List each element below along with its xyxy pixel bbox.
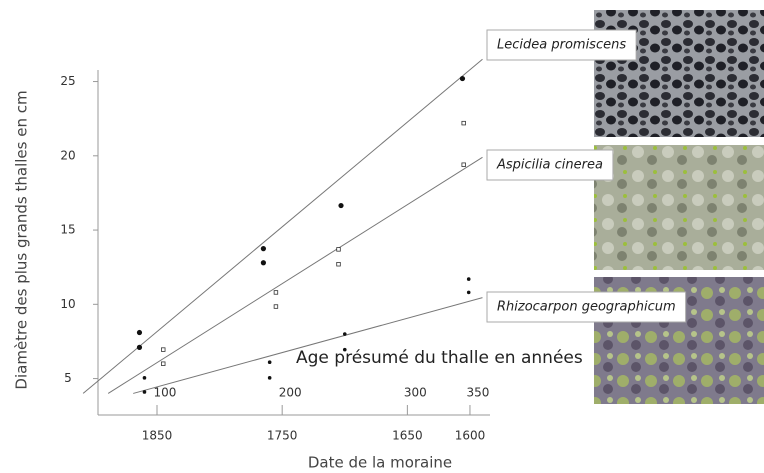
y-axis-title: Diamètre des plus grands thalles en cm — [13, 90, 31, 389]
point — [337, 262, 341, 266]
fit-line — [83, 59, 482, 393]
y-tick-label: 20 — [60, 148, 75, 162]
point — [143, 376, 147, 380]
point — [337, 248, 341, 252]
x-tick-label: 1750 — [267, 429, 298, 443]
x-tick-label: 1850 — [142, 429, 173, 443]
annotation: Age présumé du thalle en années — [296, 348, 583, 368]
chart: Date de la moraine Diamètre des plus gra… — [0, 0, 764, 473]
point — [261, 260, 266, 265]
point — [268, 360, 272, 364]
point — [460, 76, 465, 81]
point — [343, 332, 347, 336]
legend-label: Rhizocarpon geographicum — [497, 300, 676, 315]
photo — [594, 145, 764, 270]
legend-item: Aspicilia cinerea — [487, 150, 613, 180]
point — [462, 121, 466, 125]
fit-line — [133, 298, 482, 394]
point — [467, 277, 471, 281]
legend-label: Lecidea promiscens — [497, 38, 626, 53]
point — [274, 305, 278, 309]
point — [161, 362, 165, 366]
point — [274, 291, 278, 295]
x-tick-label: 1650 — [392, 429, 423, 443]
y-tick-label: 25 — [60, 74, 75, 88]
legend-item: Rhizocarpon geographicum — [487, 292, 686, 322]
point — [137, 330, 142, 335]
point — [261, 246, 266, 251]
x-tick-label: 1600 — [455, 429, 486, 443]
point — [161, 348, 165, 352]
point — [268, 376, 272, 380]
legend-label: Aspicilia cinerea — [496, 158, 603, 173]
photo — [594, 10, 764, 137]
point — [137, 345, 142, 350]
point — [467, 291, 471, 295]
legend-item: Lecidea promiscens — [487, 30, 636, 60]
x2-tick-label: 200 — [279, 386, 302, 400]
point — [462, 163, 466, 167]
y-tick-label: 15 — [60, 223, 75, 237]
point — [143, 390, 147, 394]
x2-tick-label: 300 — [404, 386, 427, 400]
point — [343, 348, 347, 352]
y-tick-label: 5 — [64, 371, 72, 385]
x-axis-title: Date de la moraine — [308, 454, 452, 472]
x2-tick-label: 350 — [467, 386, 490, 400]
x2-tick-label: 100 — [154, 386, 177, 400]
y-tick-label: 10 — [60, 297, 75, 311]
point — [338, 203, 343, 208]
